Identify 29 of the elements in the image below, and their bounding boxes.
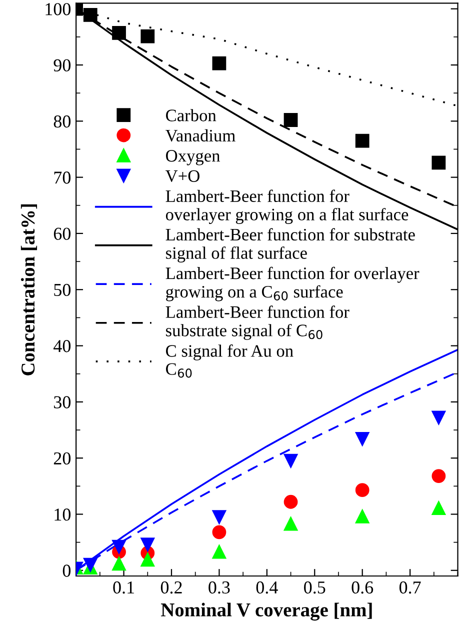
y-tick-label: 20 <box>54 452 71 465</box>
x-tick-label: 0.3 <box>208 581 230 594</box>
legend-label: Carbon <box>166 109 216 122</box>
x-tick-label: 0.6 <box>352 581 374 594</box>
y-tick-label: 40 <box>54 340 71 352</box>
y-tick-label: 60 <box>54 228 71 240</box>
y-tick-label: 50 <box>54 284 71 296</box>
legend-label: Oxygen <box>166 150 220 166</box>
y-tick-label: 30 <box>54 396 71 408</box>
y-tick-label: 10 <box>54 508 71 521</box>
y-tick-label: 0 <box>62 564 71 577</box>
y-axis-title: Concentration [at%] <box>20 204 38 376</box>
x-axis-title: Nominal V coverage [nm] <box>160 602 372 621</box>
x-tick-label: 0.1 <box>113 581 134 594</box>
legend-label: C signal for Au on C$_{60}$ <box>166 344 294 378</box>
legend-label: V+O <box>165 170 200 182</box>
x-tick-label: 0.7 <box>399 581 421 594</box>
y-tick-label: 90 <box>54 59 71 72</box>
y-tick-label: 70 <box>54 172 71 184</box>
legend-label: Lambert-Beer function for overlayer growing on a flat surface <box>166 190 408 224</box>
y-tick-label: 100 <box>46 3 71 16</box>
legend-label: Lambert-Beer function for substrate signal of C$_{60}$ <box>166 306 350 340</box>
x-tick-label: 0.5 <box>304 581 326 594</box>
legend-label: Lambert-Beer function for overlayer growing on a C$_{60}$ surface <box>166 266 420 302</box>
y-tick-label: 80 <box>54 115 71 128</box>
x-tick-label: 0.4 <box>256 581 278 594</box>
legend-label: Vanadium <box>165 129 236 142</box>
x-tick-label: 0.2 <box>160 581 182 594</box>
legend-label: Lambert-Beer function for substrate signal of flat surface <box>166 228 415 262</box>
